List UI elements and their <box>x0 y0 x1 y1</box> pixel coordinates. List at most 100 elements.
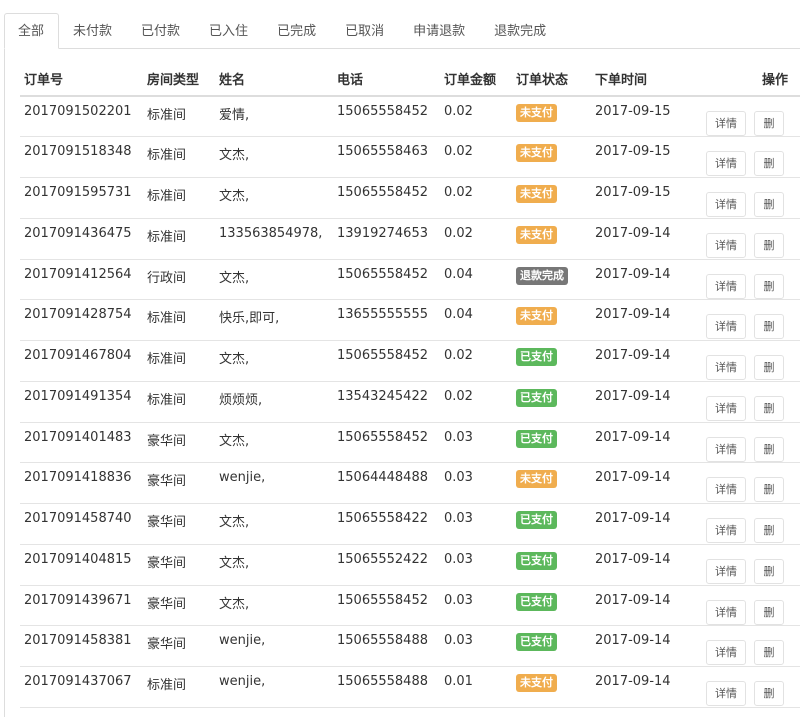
order-date-cell: 2017-09-14 <box>591 340 698 382</box>
delete-button[interactable]: 删 <box>754 273 784 299</box>
guest-name-cell: 文杰, <box>215 544 333 586</box>
column-header: 订单状态 <box>512 62 591 97</box>
order-status-tabs: 全部 未付款 已付款 已入住 已完成 已取消 申请退款 退款完成 <box>4 13 800 49</box>
status-badge: 未支付 <box>516 470 557 489</box>
detail-button[interactable]: 详情 <box>706 395 746 421</box>
detail-button[interactable]: 详情 <box>706 436 746 462</box>
delete-button[interactable]: 删 <box>754 111 784 136</box>
detail-button[interactable]: 详情 <box>706 111 746 136</box>
status-cell: 已支付 <box>512 625 591 667</box>
order-id-cell: 2017091491354 <box>20 381 143 423</box>
column-header: 姓名 <box>215 62 333 97</box>
delete-button[interactable]: 删 <box>754 477 784 503</box>
order-id-cell: 2017091458381 <box>20 625 143 667</box>
delete-button[interactable]: 删 <box>754 558 784 584</box>
tab-3[interactable]: 已入住 <box>209 24 249 39</box>
guest-name-cell: 文杰, <box>215 136 333 178</box>
delete-button[interactable]: 删 <box>754 436 784 462</box>
phone-cell: 15065558422 <box>333 503 440 545</box>
guest-name-cell: 文杰, <box>215 503 333 545</box>
order-amount-cell: 0.01 <box>440 666 512 708</box>
phone-cell: 15065558463 <box>333 136 440 178</box>
order-amount-cell: 0.02 <box>440 340 512 382</box>
status-badge: 已支付 <box>516 551 557 570</box>
delete-button[interactable]: 删 <box>754 151 784 177</box>
tab-6[interactable]: 申请退款 <box>413 24 466 39</box>
guest-name-cell: 文杰, <box>215 422 333 464</box>
detail-button[interactable]: 详情 <box>706 314 746 340</box>
order-id-cell: 2017091412564 <box>20 259 143 301</box>
room-type-cell: 豪华间 <box>143 544 215 586</box>
order-id-cell: 2017091458740 <box>20 503 143 545</box>
order-amount-cell: 0.02 <box>440 218 512 260</box>
table-row: 2017091412564 行政间 文杰, 15065558452 0.04 退款完成 20… <box>20 259 800 301</box>
order-amount-cell: 0.04 <box>440 299 512 341</box>
column-header: 房间类型 <box>143 62 215 97</box>
delete-button[interactable]: 删 <box>754 232 784 258</box>
phone-cell: 15065558488 <box>333 625 440 667</box>
table-row: 2017091458740 豪华间 文杰, 15065558422 0.03 已支付 201… <box>20 503 800 545</box>
detail-button[interactable]: 详情 <box>706 558 746 584</box>
delete-button[interactable]: 删 <box>754 599 784 625</box>
status-badge: 已支付 <box>516 429 557 448</box>
detail-button[interactable]: 详情 <box>706 640 746 666</box>
detail-button[interactable]: 详情 <box>706 151 746 177</box>
guest-name-cell: 文杰, <box>215 259 333 301</box>
tab-7[interactable]: 退款完成 <box>494 24 547 39</box>
detail-button[interactable]: 详情 <box>706 232 746 258</box>
detail-button[interactable]: 详情 <box>706 518 746 543</box>
tab-2[interactable]: 已付款 <box>141 24 181 39</box>
detail-button[interactable]: 详情 <box>706 273 746 299</box>
detail-button[interactable]: 详情 <box>706 681 746 706</box>
status-badge: 未支付 <box>516 104 557 122</box>
status-cell: 已支付 <box>512 503 591 545</box>
detail-button[interactable]: 详情 <box>706 355 746 380</box>
phone-cell: 15065558452 <box>333 259 440 301</box>
delete-button[interactable]: 删 <box>754 395 784 421</box>
order-amount-cell: 0.03 <box>440 544 512 586</box>
table-row: 2017091467804 标准间 文杰, 15065558452 0.02 已支付 201… <box>20 340 800 382</box>
status-badge: 未支付 <box>516 307 557 326</box>
status-badge: 已支付 <box>516 348 557 366</box>
table-row: 2017091595731 标准间 文杰, 15065558452 0.02 未支付 201… <box>20 177 800 219</box>
guest-name-cell: 烦烦烦, <box>215 381 333 423</box>
order-date-cell: 2017-09-14 <box>591 381 698 423</box>
status-badge: 已支付 <box>516 592 557 611</box>
delete-button[interactable]: 删 <box>754 681 784 706</box>
order-date-cell: 2017-09-14 <box>591 259 698 301</box>
phone-cell: 15065558452 <box>333 422 440 464</box>
status-cell: 退款完成 <box>512 259 591 301</box>
tab-5[interactable]: 已取消 <box>345 24 385 39</box>
status-badge: 未支付 <box>516 144 557 163</box>
order-date-cell: 2017-09-14 <box>591 462 698 504</box>
delete-button[interactable]: 删 <box>754 192 784 217</box>
status-badge: 已支付 <box>516 511 557 529</box>
guest-name-cell: wenjie, <box>215 666 333 708</box>
detail-button[interactable]: 详情 <box>706 477 746 503</box>
detail-button[interactable]: 详情 <box>706 192 746 217</box>
detail-button[interactable]: 详情 <box>706 599 746 625</box>
delete-button[interactable]: 删 <box>754 314 784 340</box>
table-row: 2017091436475 标准间 133563854978, 13919274653… <box>20 218 800 260</box>
guest-name-cell: 文杰, <box>215 340 333 382</box>
room-type-cell: 标准间 <box>143 299 215 341</box>
delete-button[interactable]: 删 <box>754 518 784 543</box>
order-date-cell: 2017-09-14 <box>591 625 698 667</box>
order-amount-cell: 0.03 <box>440 625 512 667</box>
status-cell: 已支付 <box>512 381 591 423</box>
order-amount-cell: 0.03 <box>440 422 512 464</box>
order-id-cell: 2017091401483 <box>20 422 143 464</box>
tab-4[interactable]: 已完成 <box>277 24 317 39</box>
order-id-cell: 2017091518348 <box>20 136 143 178</box>
tab-0[interactable]: 全部 <box>4 13 60 49</box>
tab-1[interactable]: 未付款 <box>73 24 113 39</box>
actions-cell: 详情删 <box>698 177 800 219</box>
column-header: 订单金额 <box>440 62 512 97</box>
delete-button[interactable]: 删 <box>754 355 784 380</box>
actions-cell: 详情删 <box>698 422 800 464</box>
room-type-cell: 标准间 <box>143 666 215 708</box>
order-amount-cell: 0.04 <box>440 259 512 301</box>
order-amount-cell: 0.03 <box>440 503 512 545</box>
status-cell: 已支付 <box>512 585 591 627</box>
delete-button[interactable]: 删 <box>754 640 784 666</box>
